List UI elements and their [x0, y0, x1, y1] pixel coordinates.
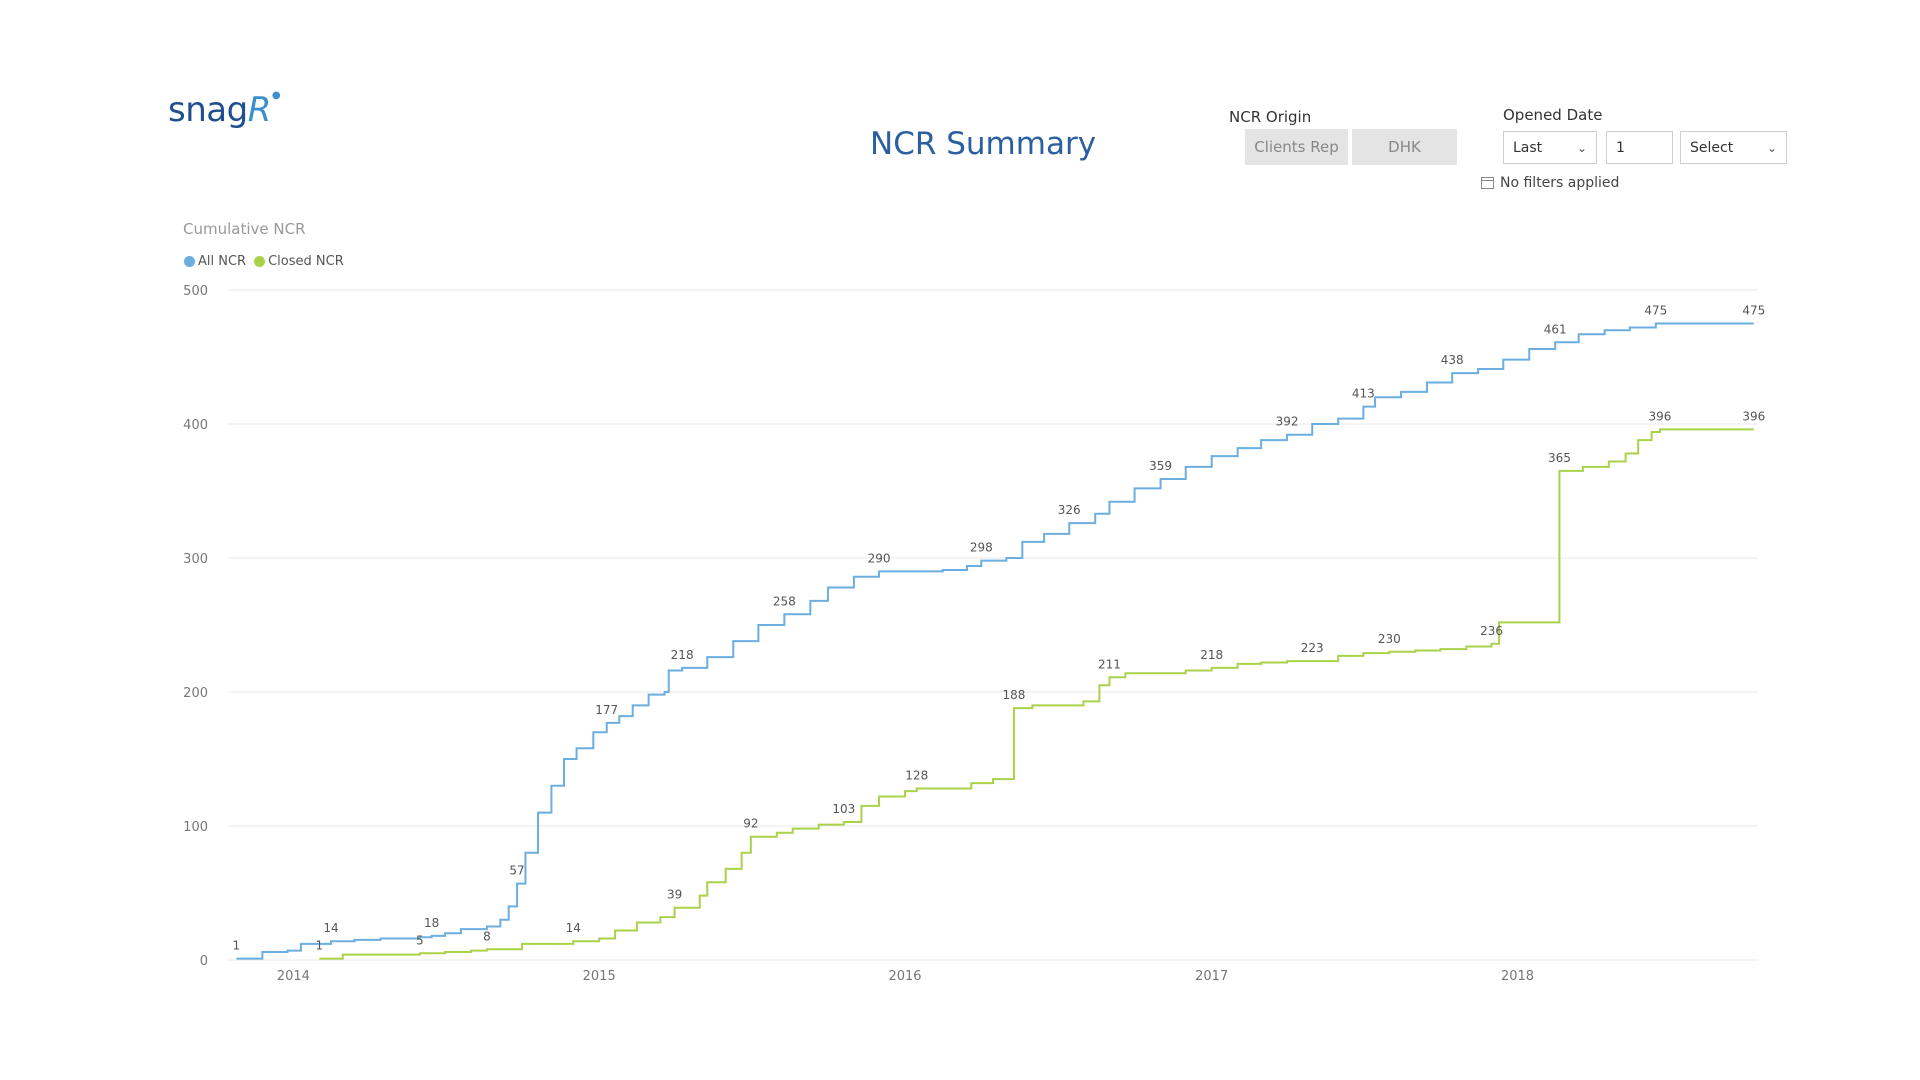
data-label-closed-ncr: 39 — [667, 888, 682, 902]
page-title: NCR Summary — [870, 126, 1097, 162]
data-label-closed-ncr: 128 — [905, 768, 928, 782]
opened-date-label: Opened Date — [1503, 106, 1603, 124]
y-tick-label: 500 — [183, 284, 208, 299]
data-label-closed-ncr: 1 — [316, 939, 324, 953]
series-line-all-ncr — [236, 322, 1754, 960]
data-label-all-ncr: 18 — [424, 916, 439, 930]
x-tick-label: 2016 — [888, 969, 921, 984]
chevron-down-icon: ⌄ — [1766, 140, 1777, 155]
data-label-all-ncr: 14 — [323, 921, 338, 935]
period-unit-select[interactable]: Select ⌄ — [1680, 131, 1787, 164]
data-label-all-ncr: 326 — [1058, 503, 1081, 517]
x-tick-label: 2014 — [277, 969, 310, 984]
y-tick-label: 200 — [183, 686, 208, 701]
data-label-all-ncr: 438 — [1441, 353, 1464, 367]
logo-mark: ● — [271, 90, 281, 101]
period-value-input[interactable]: 1 — [1606, 131, 1673, 164]
data-label-closed-ncr: 14 — [566, 921, 581, 935]
data-label-closed-ncr: 103 — [832, 802, 855, 816]
data-label-closed-ncr: 396 — [1742, 409, 1765, 423]
period-select[interactable]: Last ⌄ — [1503, 131, 1597, 164]
data-label-all-ncr: 57 — [509, 864, 524, 878]
y-tick-label: 0 — [200, 954, 208, 969]
calendar-icon — [1481, 177, 1494, 189]
data-label-all-ncr: 475 — [1742, 304, 1765, 318]
legend-item-all-ncr[interactable]: All NCR — [184, 254, 246, 269]
data-label-closed-ncr: 211 — [1098, 657, 1121, 671]
legend-item-closed-ncr[interactable]: Closed NCR — [254, 254, 344, 269]
data-label-all-ncr: 218 — [671, 648, 694, 662]
data-label-closed-ncr: 396 — [1649, 409, 1672, 423]
x-tick-label: 2018 — [1501, 969, 1534, 984]
data-label-closed-ncr: 8 — [483, 929, 491, 943]
y-tick-label: 300 — [183, 552, 208, 567]
data-label-all-ncr: 1 — [233, 939, 241, 953]
chevron-down-icon: ⌄ — [1576, 140, 1587, 155]
data-label-closed-ncr: 92 — [743, 817, 758, 831]
data-label-closed-ncr: 365 — [1548, 451, 1571, 465]
legend-marker-closed-ncr — [254, 256, 266, 267]
x-tick-label: 2017 — [1195, 969, 1228, 984]
ncr-origin-clients-rep-button[interactable]: Clients Rep — [1245, 129, 1348, 165]
legend-marker-all-ncr — [184, 256, 195, 267]
chart-title: Cumulative NCR — [183, 220, 306, 238]
data-label-closed-ncr: 223 — [1301, 641, 1324, 655]
snagr-logo: snagR● — [168, 90, 281, 130]
data-label-all-ncr: 290 — [868, 551, 891, 565]
y-tick-label: 400 — [183, 418, 208, 433]
data-label-all-ncr: 475 — [1644, 304, 1667, 318]
data-label-all-ncr: 461 — [1544, 322, 1567, 336]
data-label-all-ncr: 298 — [970, 541, 993, 555]
series-line-closed-ncr — [319, 428, 1754, 960]
data-label-all-ncr: 177 — [595, 703, 618, 717]
data-label-closed-ncr: 236 — [1480, 624, 1503, 638]
data-label-closed-ncr: 188 — [1002, 688, 1025, 702]
y-tick-label: 100 — [183, 820, 208, 835]
chart-legend: All NCR Closed NCR — [184, 254, 344, 269]
ncr-origin-label: NCR Origin — [1229, 108, 1312, 126]
data-label-all-ncr: 258 — [773, 594, 796, 608]
x-tick-label: 2015 — [583, 969, 616, 984]
data-label-all-ncr: 413 — [1352, 387, 1375, 401]
data-label-closed-ncr: 5 — [416, 933, 424, 947]
date-filter-status: No filters applied — [1481, 175, 1619, 191]
data-label-all-ncr: 392 — [1276, 415, 1299, 429]
data-label-all-ncr: 359 — [1149, 459, 1172, 473]
data-label-closed-ncr: 230 — [1378, 632, 1401, 646]
data-label-closed-ncr: 218 — [1200, 648, 1223, 662]
ncr-origin-dhk-button[interactable]: DHK — [1352, 129, 1457, 165]
